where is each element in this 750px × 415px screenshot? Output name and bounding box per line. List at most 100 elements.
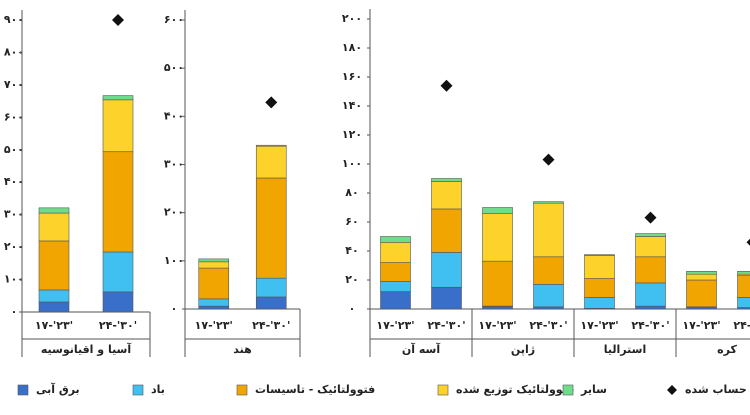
bar-segment — [102, 99, 134, 153]
bar-segment — [584, 254, 615, 256]
y-tick-label: ۱۲۰ — [342, 128, 362, 141]
legend-swatch — [132, 384, 144, 396]
x-tick-label: ۱۷-'۲۳' — [376, 319, 414, 332]
bar-segment — [482, 260, 513, 307]
y-tick-label: ۲۰۰ — [4, 240, 24, 253]
bar-segment — [635, 233, 666, 237]
bar-segment — [533, 202, 564, 258]
y-tick-label: ۱۸۰ — [342, 41, 362, 54]
y-tick-label: ۱۴۰ — [342, 99, 362, 112]
legend-label: فتوولتائیک توزیع شده — [456, 383, 574, 396]
bar-segment — [255, 145, 287, 179]
bar-segment — [584, 278, 615, 298]
bar-segment — [380, 242, 411, 263]
y-tick-label: ۳۰۰ — [164, 158, 184, 171]
group-label: آسیا و اقیانوسیه — [41, 342, 132, 356]
legend-label: باد — [151, 383, 165, 396]
bar-segment — [482, 207, 513, 214]
bar-segment — [431, 252, 462, 288]
y-tick-label: ۹۰۰ — [4, 13, 24, 26]
bar-segment — [686, 273, 717, 281]
bar-segment — [737, 275, 750, 298]
y-tick-label: ۳۰۰ — [4, 208, 24, 221]
bar-segment — [380, 262, 411, 282]
y-tick-label: ۱۰۰ — [164, 254, 184, 267]
x-tick-label: ۱۷-'۲۳' — [195, 319, 233, 332]
y-tick-label: ۸۰ — [345, 186, 358, 199]
legend-label: مورد حساب شده — [685, 383, 750, 396]
x-tick-label: ۲۴-'۳۰' — [99, 319, 137, 332]
y-tick-label: ۵۰۰ — [4, 143, 24, 156]
bar-segment — [102, 251, 134, 293]
y-tick-label: ۴۰۰ — [164, 109, 184, 122]
diamond-marker — [440, 79, 453, 92]
bar-segment — [431, 178, 462, 182]
bar-segment — [380, 281, 411, 292]
legend-swatch — [236, 384, 248, 396]
bar-segment — [102, 151, 134, 253]
y-tick-label: ۱۶۰ — [342, 70, 362, 83]
bar-segment — [102, 291, 134, 313]
bar-segment — [686, 270, 717, 275]
x-tick-label: ۱۷-'۲۳' — [478, 319, 516, 332]
x-tick-label: ۲۴-'۳۰' — [252, 319, 290, 332]
legend-label: سایر — [580, 383, 607, 396]
bar-segment — [198, 267, 230, 300]
bar-segment — [38, 240, 70, 291]
legend-marker — [667, 385, 677, 395]
bar-segment — [431, 181, 462, 210]
bar-segment — [198, 261, 230, 269]
x-tick-label: ۲۴-'۳۰' — [529, 319, 567, 332]
bar-segment — [380, 236, 411, 243]
y-tick-label: ۱۰۰ — [342, 157, 362, 170]
bar-segment — [38, 289, 70, 303]
bar-segment — [737, 273, 750, 276]
x-tick-label: ۱۷-'۲۳' — [35, 319, 73, 332]
bar-segment — [584, 255, 615, 279]
diamond-marker — [644, 211, 657, 224]
group-label: کره — [717, 343, 737, 356]
legend-swatch — [437, 384, 449, 396]
bar-segment — [198, 305, 230, 310]
y-tick-label: ۱۰۰ — [4, 273, 24, 286]
bar-segment — [635, 236, 666, 258]
y-tick-label: ۵۰۰ — [164, 61, 184, 74]
bar-segment — [737, 297, 750, 308]
bar-segment — [431, 208, 462, 253]
diamond-marker — [265, 96, 278, 109]
bar-segment — [533, 256, 564, 285]
legend-swatch — [17, 384, 29, 396]
y-tick-label: ۶۰۰ — [164, 13, 184, 26]
bar-segment — [584, 297, 615, 309]
bar-segment — [482, 306, 513, 310]
diamond-marker — [542, 153, 555, 166]
bar-segment — [533, 201, 564, 204]
bar-segment — [255, 177, 287, 279]
bar-segment — [482, 213, 513, 262]
legend-label: فتوولتائیک - تاسیسات — [255, 383, 375, 396]
bar-segment — [533, 284, 564, 308]
bar-segment — [198, 258, 230, 263]
diamond-marker — [746, 238, 750, 246]
y-tick-label: ۰ — [171, 302, 178, 315]
y-tick-label: ۶۰۰ — [4, 110, 24, 123]
bar-segment — [38, 301, 70, 313]
y-tick-label: ۶۰ — [345, 215, 358, 228]
x-tick-label: ۱۷-'۲۳' — [580, 319, 618, 332]
y-tick-label: ۷۰۰ — [4, 78, 24, 91]
bar-segment — [431, 286, 462, 310]
bar-segment — [635, 305, 666, 310]
y-tick-label: ۰ — [11, 305, 18, 318]
bar-segment — [380, 291, 411, 310]
bar-segment — [737, 307, 750, 310]
x-tick-label: ۲۴-'۳۰' — [733, 319, 750, 332]
bar-segment — [102, 95, 134, 101]
x-tick-label: ۲۴-'۳۰' — [631, 319, 669, 332]
y-tick-label: ۲۰۰ — [164, 206, 184, 219]
bar-segment — [255, 277, 287, 298]
y-tick-label: ۴۰۰ — [4, 175, 24, 188]
y-tick-label: ۴۰ — [345, 244, 358, 257]
y-tick-label: ۰ — [349, 302, 356, 315]
group-label: هند — [233, 343, 251, 356]
